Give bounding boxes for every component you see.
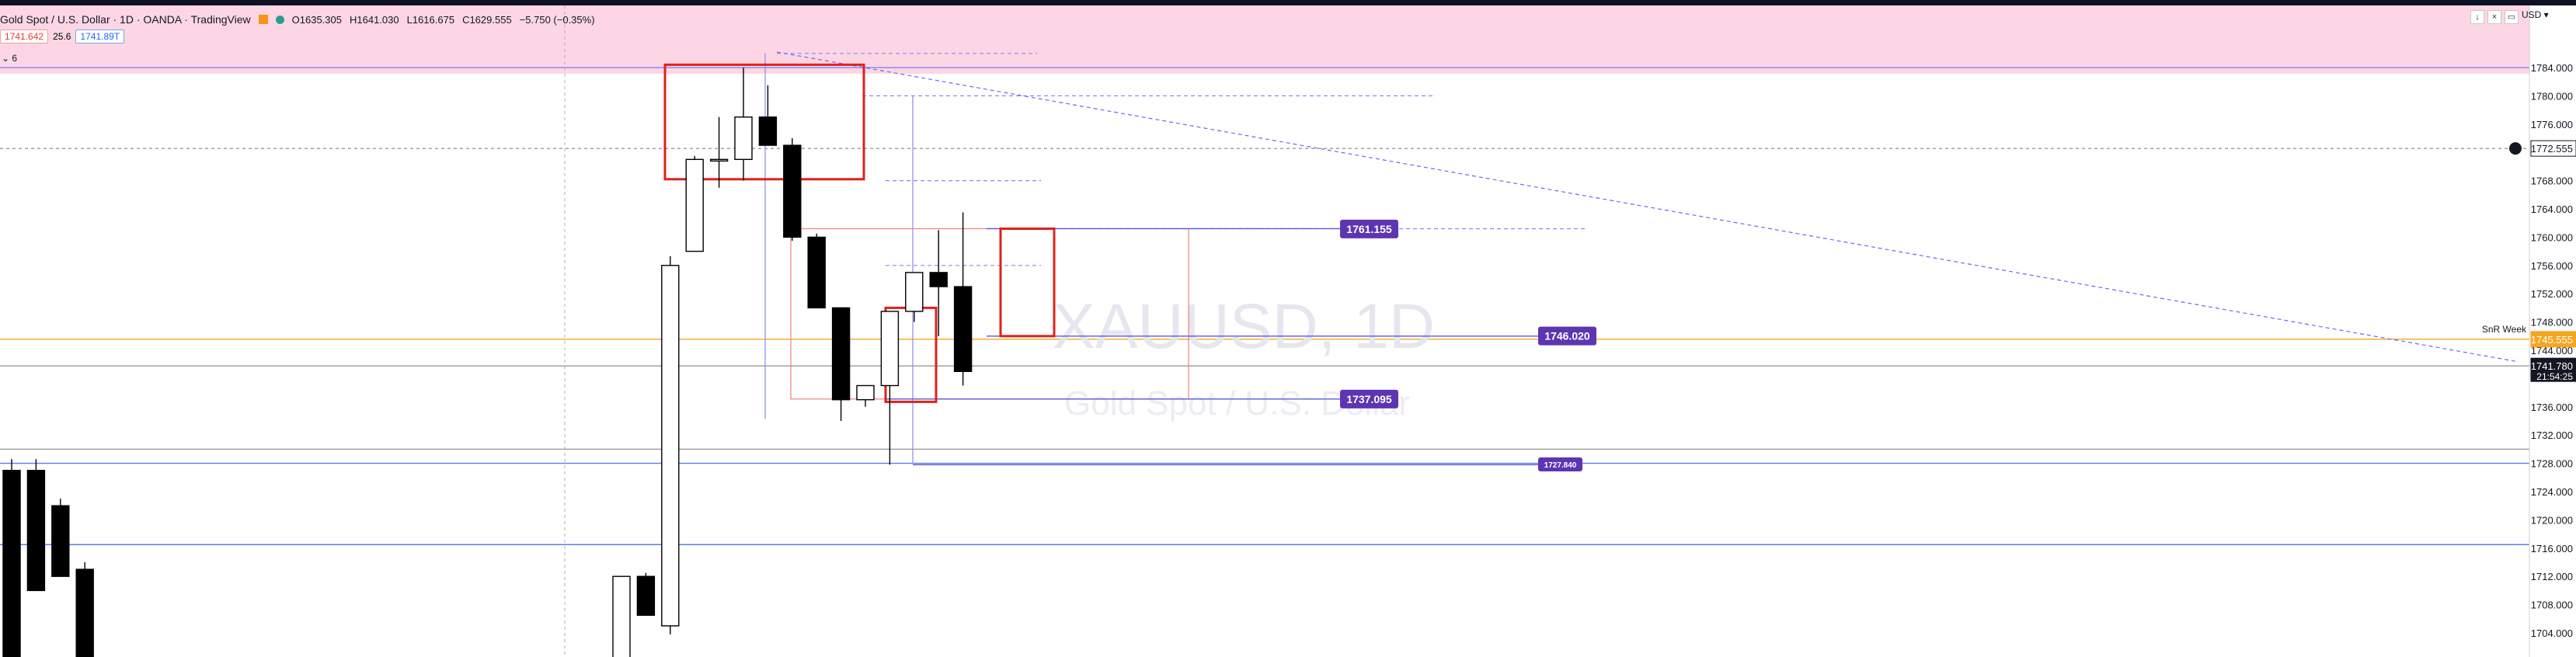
candle-body: [51, 505, 70, 577]
price-badge-text: 1745.555: [2531, 334, 2573, 346]
candle-body: [685, 158, 704, 252]
y-tick-label: 1712.000: [2531, 571, 2573, 582]
close-icon[interactable]: ×: [2487, 10, 2501, 24]
price-badge: [2530, 331, 2576, 348]
y-tick-label: 1784.000: [2531, 62, 2573, 74]
market-status-icon: [275, 15, 284, 24]
currency-label: USD: [2522, 9, 2542, 20]
y-tick-label: 1728.000: [2531, 458, 2573, 470]
candle-body: [929, 272, 948, 287]
flag-icon[interactable]: [258, 15, 268, 24]
y-tick-label: 1732.000: [2531, 429, 2573, 441]
price-badge-text: 1741.780: [2531, 360, 2573, 372]
crosshair-marker-icon: [2509, 142, 2522, 155]
y-tick-label: 1760.000: [2531, 231, 2573, 243]
price-label-box: [1538, 326, 1596, 346]
arrow-down-icon[interactable]: ↓: [2470, 10, 2484, 24]
ohlc-high: H1641.030: [349, 13, 399, 26]
y-tick-label: 1764.000: [2531, 203, 2573, 215]
chevron-down-icon: ⌄: [2, 53, 10, 64]
candle-body: [807, 236, 826, 309]
price-label-text: 1737.095: [1346, 393, 1392, 405]
buy-button[interactable]: 1741.89T: [75, 30, 125, 43]
price-label-box: [1340, 219, 1398, 238]
top-toolbar-strip: [0, 0, 2576, 5]
candle-body: [709, 158, 729, 162]
indicators-toggle[interactable]: ⌄ 6: [2, 53, 17, 64]
ohlc-open: O1635.305: [291, 13, 342, 26]
price-label-text: 1761.155: [1346, 223, 1392, 235]
maximize-icon[interactable]: ▭: [2505, 10, 2519, 24]
candle-body: [953, 286, 973, 373]
pink-resistance-zone: [0, 5, 2529, 74]
caret-down-icon: ▾: [2541, 9, 2549, 20]
countdown-text: 21:54:25: [2536, 371, 2573, 382]
y-tick-label: 1716.000: [2531, 543, 2573, 554]
price-label-box: [1538, 457, 1582, 472]
candle-body: [880, 311, 900, 387]
y-tick-label: 1752.000: [2531, 288, 2573, 300]
price-badge: [2530, 140, 2576, 157]
price-badge-text: 1772.555: [2531, 143, 2573, 155]
chart-header: Gold Spot / U.S. Dollar · 1D · OANDA · T…: [0, 11, 595, 28]
candle-body: [636, 575, 656, 616]
ohlc-close: C1629.555: [462, 13, 512, 26]
ohlc-low: L1616.675: [406, 13, 455, 26]
price-label-text: 1727.840: [1544, 461, 1577, 470]
candle-body: [75, 568, 94, 657]
y-tick-label: 1736.000: [2531, 402, 2573, 413]
candle-body: [831, 307, 851, 401]
candle-body: [612, 575, 631, 657]
candle-body: [734, 116, 753, 160]
y-tick-label: 1708.000: [2531, 600, 2573, 611]
y-tick-label: 1768.000: [2531, 176, 2573, 187]
y-tick-label: 1704.000: [2531, 627, 2573, 639]
symbol-title[interactable]: Gold Spot / U.S. Dollar · 1D · OANDA · T…: [0, 13, 251, 26]
y-tick-label: 1720.000: [2531, 514, 2573, 526]
watermark-symbol: XAUUSD, 1D: [1053, 291, 1435, 362]
pane-controls: ↓ × ▭: [2470, 10, 2519, 24]
candle-body: [758, 116, 778, 146]
candle-body: [661, 265, 680, 627]
candle-body: [26, 470, 46, 592]
candle-body: [856, 384, 875, 401]
candle-body: [905, 272, 924, 312]
trade-buttons: 1741.642 25.6 1741.89T: [0, 30, 125, 43]
snr-week-label: SnR Week: [2482, 324, 2527, 335]
red-box-1: [663, 63, 865, 181]
red-box-3: [999, 227, 1056, 338]
ohlc-change: −5.750 (−0.35%): [519, 13, 595, 26]
candle-body: [783, 144, 802, 238]
y-tick-label: 1776.000: [2531, 119, 2573, 130]
price-label-box: [1340, 389, 1398, 408]
y-tick-label: 1756.000: [2531, 260, 2573, 272]
y-tick-label: 1748.000: [2531, 317, 2573, 328]
spread-value: 25.6: [53, 31, 71, 42]
price-label-text: 1746.020: [1544, 330, 1590, 342]
price-badge: [2530, 357, 2576, 382]
sell-button[interactable]: 1741.642: [0, 30, 49, 43]
candle-body: [2, 470, 21, 657]
y-tick-label: 1780.000: [2531, 90, 2573, 102]
trend-line: [776, 51, 2518, 363]
currency-select[interactable]: USD ▾: [2522, 9, 2549, 20]
indicators-count: 6: [12, 53, 18, 64]
y-tick-label: 1724.000: [2531, 486, 2573, 498]
y-tick-label: 1744.000: [2531, 345, 2573, 356]
